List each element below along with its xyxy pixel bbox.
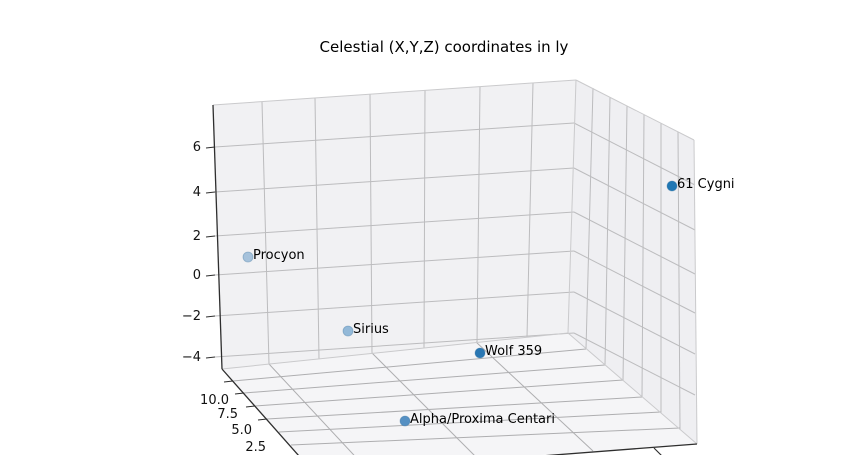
grid-line	[214, 250, 575, 276]
z-tick-mark	[205, 315, 216, 318]
grid-line	[268, 363, 355, 455]
pane-edge	[567, 332, 698, 445]
z-tick-mark	[205, 146, 216, 149]
grid-line	[214, 167, 575, 193]
pane-edge	[693, 139, 698, 445]
grid-line	[254, 379, 624, 407]
z-tick-label: 2	[193, 229, 201, 244]
point-label: Procyon	[253, 248, 305, 263]
pane-edge	[212, 79, 577, 106]
z-tick-mark	[205, 191, 216, 194]
grid-line	[585, 87, 594, 350]
z-axis-spine	[212, 104, 223, 370]
grid-line	[290, 427, 681, 446]
z-tick-label: 6	[193, 140, 201, 155]
grid-line	[214, 122, 575, 148]
chart-title: Celestial (X,Y,Z) coordinates in ly	[320, 38, 569, 56]
scatter-point	[474, 347, 486, 359]
grid-line	[232, 348, 587, 382]
z-tick-label: 0	[193, 268, 201, 283]
scatter-point	[666, 180, 678, 192]
grid-line	[573, 211, 696, 275]
grid-line	[677, 131, 681, 430]
scatter-point	[399, 415, 411, 427]
y-tick-mark	[257, 418, 268, 421]
grid-line	[604, 96, 611, 366]
pane-edge	[567, 79, 577, 334]
z-tick-label: −4	[182, 350, 201, 365]
floor-grid-lines	[232, 341, 681, 455]
y-tick-label: 10.0	[200, 393, 229, 408]
y-tick-label: 7.5	[217, 407, 238, 422]
y-tick-mark	[234, 392, 245, 395]
pane-edges	[212, 79, 698, 445]
grid-line	[214, 211, 575, 237]
right-wall-pane	[568, 80, 697, 444]
grid-line	[369, 93, 373, 354]
grid-line	[266, 396, 643, 420]
z-tick-label: 4	[193, 185, 201, 200]
scatter-point	[242, 251, 254, 263]
y-axis-spine	[221, 368, 299, 455]
grid-line	[214, 291, 575, 317]
axis-tick-marks	[205, 146, 662, 455]
point-label: Wolf 359	[485, 344, 542, 359]
grid-line	[573, 332, 696, 396]
y-tick-label: 5.0	[231, 423, 252, 438]
grid-line	[243, 364, 606, 394]
floor-pane	[222, 333, 697, 455]
wall-grid-lines	[214, 82, 696, 430]
pane-edge	[221, 332, 569, 370]
z-tick-label: −2	[182, 309, 201, 324]
grid-line	[314, 97, 320, 360]
point-label: Alpha/Proxima Centari	[410, 412, 555, 427]
x-axis-spine	[545, 443, 698, 455]
grid-line	[278, 411, 662, 433]
point-annotations: Procyon Sirius Wolf 359 Alpha/Proxima Centa…	[253, 177, 735, 427]
grid-line	[371, 352, 475, 455]
pane-edge	[575, 79, 695, 141]
z-tick-mark	[205, 356, 216, 359]
grid-line	[641, 114, 645, 398]
y-tick-label: 2.5	[245, 440, 266, 455]
z-tick-mark	[205, 235, 216, 238]
grid-line	[573, 291, 696, 355]
grid-line	[573, 250, 696, 314]
grid-line	[622, 105, 628, 382]
axis-spines	[212, 104, 698, 455]
scatter-point	[342, 325, 354, 337]
x-tick-mark	[653, 447, 662, 455]
point-label: 61 Cygni	[677, 177, 735, 192]
grid-line	[214, 332, 575, 358]
grid-line	[573, 122, 696, 186]
point-label: Sirius	[353, 322, 389, 337]
y-tick-mark	[245, 405, 256, 408]
axis-tick-labels: 6 4 2 0 −2 −4 10.07.55.0 2.5	[182, 140, 266, 455]
data-points	[242, 180, 678, 427]
grid-line	[573, 167, 696, 231]
y-tick-mark	[223, 380, 234, 383]
z-tick-mark	[205, 274, 216, 277]
